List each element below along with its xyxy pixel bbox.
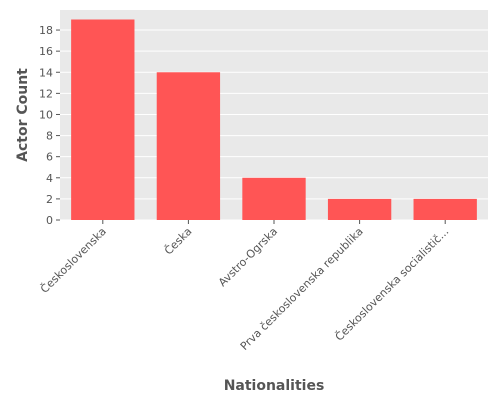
y-tick-label: 18 — [39, 24, 53, 37]
x-axis-title: Nationalities — [224, 378, 325, 394]
y-axis-ticks: 0 2 4 6 8 10 12 14 16 18 — [39, 24, 60, 227]
bar — [242, 177, 306, 220]
bar — [71, 19, 135, 221]
x-tick-label: Československa — [38, 225, 109, 296]
bar — [413, 198, 477, 220]
x-tick-label: Avstro-Ogrska — [216, 225, 280, 289]
y-tick-label: 12 — [39, 87, 53, 100]
y-tick-label: 0 — [46, 214, 53, 227]
y-tick-label: 16 — [39, 45, 53, 58]
bar — [327, 198, 392, 220]
y-tick-label: 4 — [46, 172, 53, 185]
y-tick-label: 8 — [46, 130, 53, 143]
y-tick-label: 2 — [46, 193, 53, 206]
y-tick-label: 6 — [46, 151, 53, 164]
bar — [156, 72, 221, 220]
bars — [71, 19, 477, 221]
y-axis-title: Actor Count — [15, 68, 31, 162]
x-tick-label: Česka — [162, 225, 195, 258]
y-tick-label: 14 — [39, 66, 53, 79]
y-tick-label: 10 — [39, 108, 53, 121]
